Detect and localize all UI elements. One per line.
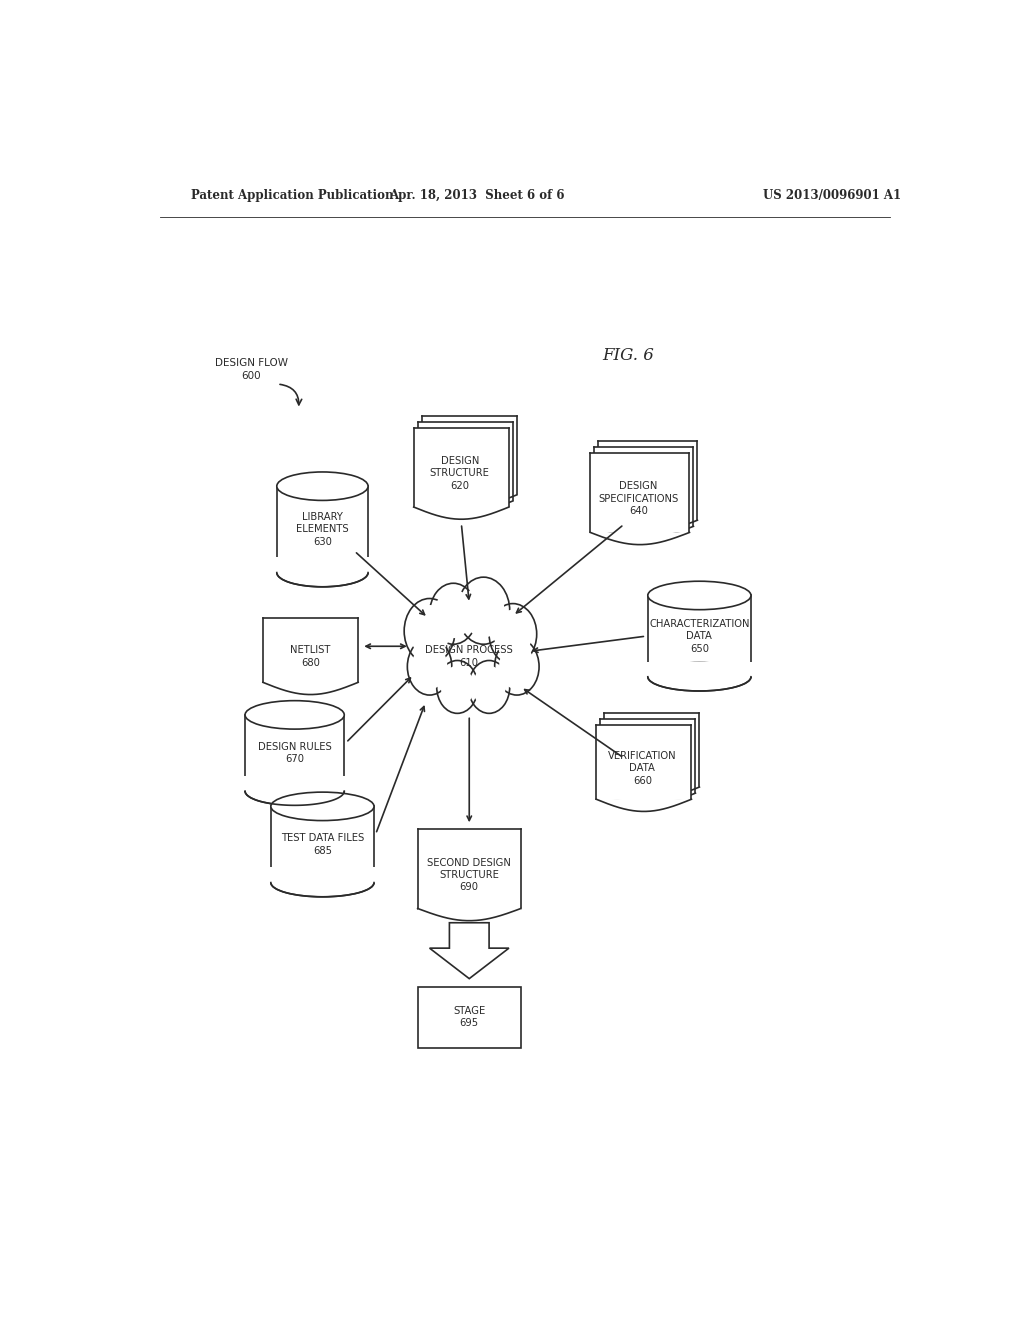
Bar [646,661,753,677]
Text: DESIGN FLOW
600: DESIGN FLOW 600 [214,358,288,381]
Text: NETLIST
680: NETLIST 680 [291,645,331,668]
Circle shape [410,605,450,657]
Circle shape [458,577,510,644]
Text: LIBRARY
ELEMENTS
630: LIBRARY ELEMENTS 630 [296,512,349,546]
Bar [418,829,521,908]
Text: TEST DATA FILES
685: TEST DATA FILES 685 [281,833,365,855]
Ellipse shape [648,581,751,610]
Bar [598,441,697,520]
Text: DESIGN
STRUCTURE
620: DESIGN STRUCTURE 620 [430,457,489,491]
Circle shape [499,644,535,689]
Circle shape [489,603,537,664]
Bar [418,421,513,500]
Text: Apr. 18, 2013  Sheet 6 of 6: Apr. 18, 2013 Sheet 6 of 6 [389,189,565,202]
Circle shape [441,665,474,708]
Bar [414,428,509,507]
Circle shape [468,660,510,713]
Text: CHARACTERIZATION
DATA
650: CHARACTERIZATION DATA 650 [649,619,750,653]
Ellipse shape [276,473,368,500]
Text: VERIFICATION
DATA
660: VERIFICATION DATA 660 [608,751,677,785]
Circle shape [473,665,506,708]
Circle shape [408,638,452,696]
Ellipse shape [648,663,751,690]
Bar [590,453,689,532]
Bar [418,987,521,1048]
Ellipse shape [245,701,344,729]
Bar [594,447,693,527]
Circle shape [463,583,505,638]
Bar [245,715,344,791]
Circle shape [434,589,472,638]
Text: DESIGN PROCESS
610: DESIGN PROCESS 610 [425,645,513,668]
Bar [648,595,751,677]
Text: FIG. 6: FIG. 6 [602,347,654,363]
Text: SECOND DESIGN
STRUCTURE
690: SECOND DESIGN STRUCTURE 690 [427,858,511,892]
Ellipse shape [270,869,374,896]
Bar [276,486,368,573]
Bar [604,713,699,787]
Ellipse shape [245,777,344,805]
Circle shape [412,644,447,689]
Circle shape [436,660,478,713]
Polygon shape [430,923,509,978]
Circle shape [404,598,455,664]
Circle shape [494,610,531,659]
Bar [275,557,370,573]
Circle shape [430,583,477,644]
Text: DESIGN
SPECIFICATIONS
640: DESIGN SPECIFICATIONS 640 [598,482,679,516]
Bar [269,867,376,883]
Text: DESIGN RULES
670: DESIGN RULES 670 [258,742,332,764]
Bar [270,807,374,883]
Text: US 2013/0096901 A1: US 2013/0096901 A1 [763,189,901,202]
Bar [263,618,358,682]
Bar [600,719,695,793]
Text: Patent Application Publication: Patent Application Publication [191,189,394,202]
Bar [422,416,517,495]
Bar [244,776,346,791]
Ellipse shape [270,792,374,821]
Text: STAGE
695: STAGE 695 [454,1006,485,1028]
Bar [596,725,691,799]
Circle shape [495,638,539,696]
Ellipse shape [276,558,368,587]
